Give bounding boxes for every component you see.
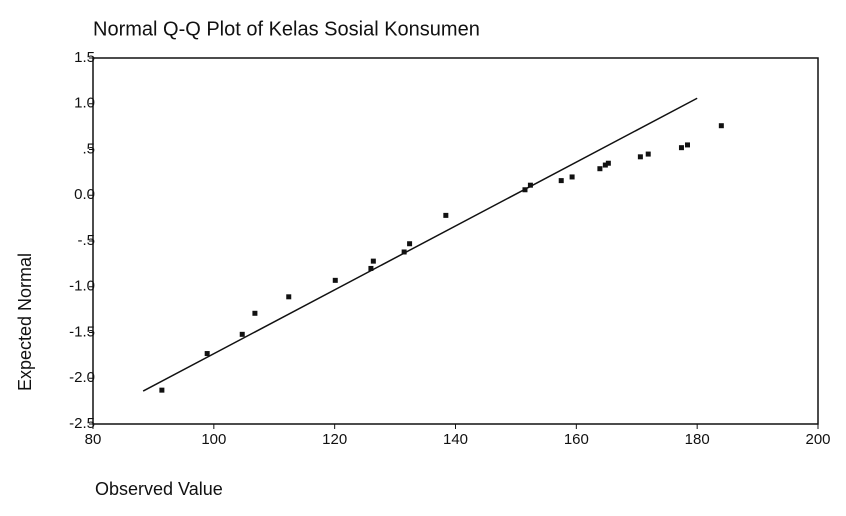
y-tick-label: -2.5 (69, 415, 95, 432)
y-tick-label: 0.0 (74, 186, 95, 203)
point (159, 387, 165, 393)
point (368, 265, 374, 271)
y-tick-label: -1.5 (69, 323, 95, 340)
x-tick-label: 80 (85, 431, 102, 448)
point (569, 174, 575, 180)
point (522, 187, 528, 193)
point (685, 142, 690, 148)
y-tick-label: 1.0 (74, 95, 95, 112)
point (407, 241, 413, 247)
point (558, 178, 564, 184)
y-tick-label: -.5 (77, 232, 95, 249)
point (239, 331, 245, 337)
y-tick-label: -2.0 (69, 369, 95, 386)
point (332, 277, 338, 283)
chart-title: Normal Q-Q Plot of Kelas Sosial Konsumen (93, 18, 480, 40)
point (718, 123, 724, 129)
x-axis-label: Observed Value (95, 479, 223, 499)
x-tick-label: 160 (564, 431, 589, 448)
point (597, 166, 603, 172)
point (602, 162, 608, 168)
y-axis-label: Expected Normal (15, 253, 35, 391)
point (605, 160, 611, 166)
point (527, 182, 533, 188)
x-tick-label: 200 (805, 431, 830, 448)
x-tick-label: 140 (443, 431, 468, 448)
point (645, 151, 651, 157)
point (252, 310, 258, 316)
x-tick-label: 100 (201, 431, 226, 448)
point (204, 351, 210, 357)
point (678, 145, 684, 151)
y-tick-label: -1.0 (69, 278, 95, 295)
point (401, 249, 407, 255)
point (443, 212, 449, 218)
point (286, 294, 292, 300)
point (637, 154, 643, 160)
reference-line (142, 97, 698, 392)
y-tick-label: 1.5 (74, 49, 95, 66)
x-tick-label: 180 (685, 431, 710, 448)
y-tick-label: .5 (82, 140, 95, 157)
point (370, 258, 376, 264)
x-tick-label: 120 (322, 431, 347, 448)
